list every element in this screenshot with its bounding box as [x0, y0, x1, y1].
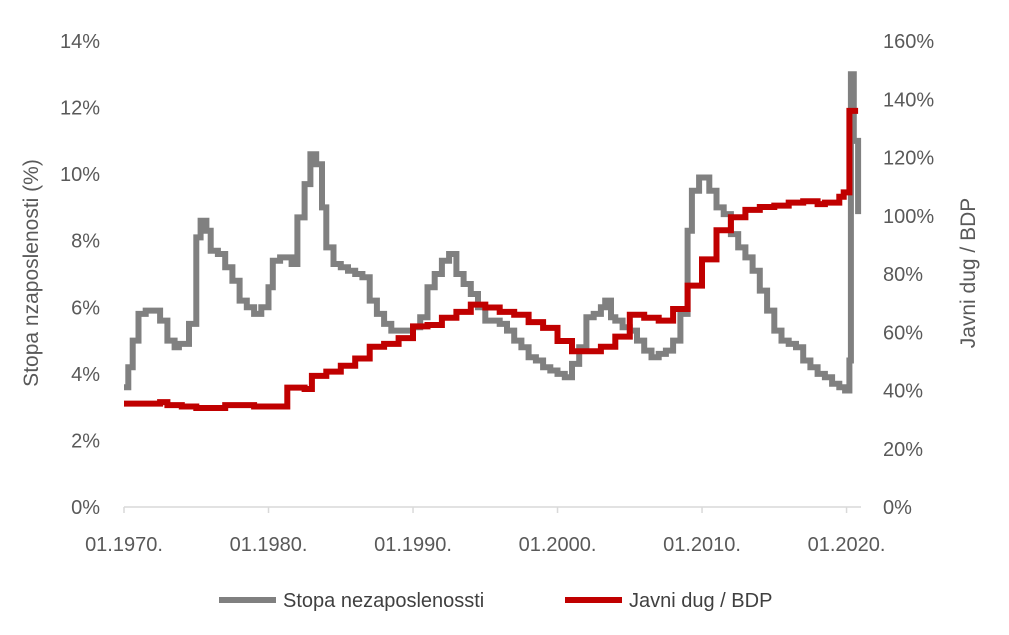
right-tick-label: 140% — [883, 89, 934, 111]
x-tick-label: 01.2000. — [519, 534, 597, 556]
left-tick-label: 6% — [71, 297, 100, 319]
left-tick-label: 10% — [60, 164, 100, 186]
left-tick-label: 4% — [71, 364, 100, 386]
right-tick-label: 60% — [883, 322, 923, 344]
x-tick-label: 01.2020. — [808, 534, 886, 556]
right-tick-label: 120% — [883, 148, 934, 170]
left-axis-title: Stopa nzaposlenosti (%) — [20, 159, 43, 387]
right-axis-ticks: 0% 20% 40% 60% 80% 100% 120% 140% 160% — [883, 31, 934, 519]
left-tick-label: 8% — [71, 231, 100, 253]
right-axis-title: Javni dug / BDP — [957, 198, 980, 349]
left-tick-label: 14% — [60, 31, 100, 53]
x-tick-label: 01.1970. — [85, 534, 163, 556]
x-tick-label: 01.1990. — [374, 534, 452, 556]
legend-label-unemployment: Stopa nezaposlenossti — [283, 590, 484, 612]
legend-label-debt: Javni dug / BDP — [629, 590, 772, 612]
x-tick-label: 01.2010. — [663, 534, 741, 556]
legend: Stopa nezaposlenossti Javni dug / BDP — [219, 590, 772, 612]
series-layer — [124, 71, 862, 411]
right-tick-label: 0% — [883, 497, 912, 519]
left-tick-label: 12% — [60, 98, 100, 120]
left-tick-label: 2% — [71, 430, 100, 452]
right-tick-label: 100% — [883, 206, 934, 228]
x-axis-ticks: 01.1970. 01.1980. 01.1990. 01.2000. 01.2010.… — [85, 507, 885, 556]
right-tick-label: 80% — [883, 264, 923, 286]
series-line-unemployment — [124, 71, 862, 394]
series-line-public-debt — [124, 107, 859, 411]
left-tick-label: 0% — [71, 497, 100, 519]
left-axis-ticks: 0% 2% 4% 6% 8% 10% 12% 14% — [60, 31, 100, 519]
x-tick-label: 01.1980. — [230, 534, 308, 556]
right-tick-label: 40% — [883, 381, 923, 403]
right-tick-label: 160% — [883, 31, 934, 53]
right-tick-label: 20% — [883, 439, 923, 461]
